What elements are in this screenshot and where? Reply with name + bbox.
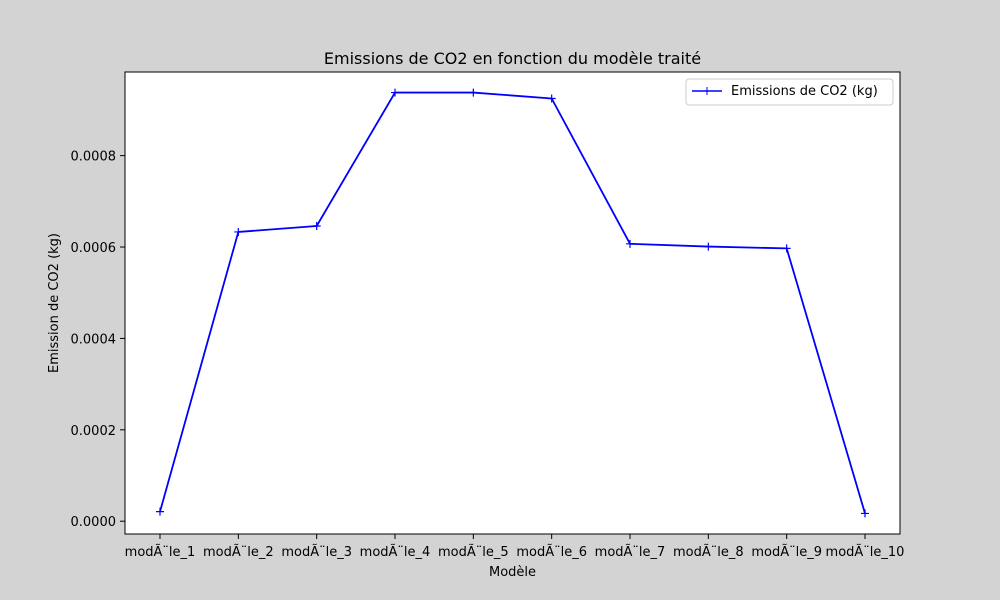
series-layer bbox=[156, 88, 869, 518]
legend-marker-plus bbox=[703, 87, 711, 95]
x-tick-label: modÃ¨le_3 bbox=[281, 544, 352, 560]
y-tick-label: 0.0000 bbox=[71, 515, 117, 530]
chart-title: Emissions de CO2 en fonction du modèle t… bbox=[324, 49, 701, 68]
x-tick-label: modÃ¨le_6 bbox=[516, 544, 587, 560]
series-line bbox=[159, 91, 866, 514]
x-tick-label: modÃ¨le_9 bbox=[751, 544, 822, 560]
y-axis-label: Emission de CO2 (kg) bbox=[47, 233, 62, 373]
legend: Emissions de CO2 (kg) bbox=[685, 78, 894, 106]
data-point-marker bbox=[469, 88, 478, 97]
y-tick-label: 0.0004 bbox=[71, 332, 117, 347]
y-axis-ticks: 0.0000 0.0002 0.0004 0.0006 0.0008 bbox=[71, 150, 125, 530]
x-tick-label: modÃ¨le_4 bbox=[360, 544, 431, 560]
data-point-marker bbox=[782, 244, 791, 253]
data-point-marker bbox=[547, 94, 556, 103]
data-point-marker bbox=[704, 242, 713, 251]
x-tick-label: modÃ¨le_1 bbox=[125, 544, 196, 560]
x-axis-ticks: modÃ¨le_1 modÃ¨le_2 modÃ¨le_3 modÃ¨le_4 modÃ… bbox=[125, 534, 905, 560]
data-point-marker bbox=[234, 227, 243, 236]
data-point-marker bbox=[861, 509, 869, 518]
legend-label: Emissions de CO2 (kg) bbox=[731, 84, 878, 99]
y-tick-label: 0.0006 bbox=[71, 241, 117, 256]
data-point-marker bbox=[312, 222, 321, 230]
y-tick-label: 0.0008 bbox=[71, 150, 117, 165]
x-tick-label: modÃ¨le_2 bbox=[203, 544, 274, 560]
x-tick-label: modÃ¨le_10 bbox=[826, 544, 905, 560]
data-point-marker bbox=[626, 239, 634, 248]
y-tick-label: 0.0002 bbox=[71, 424, 117, 439]
data-point-marker bbox=[391, 88, 399, 97]
x-axis-label: Modèle bbox=[489, 565, 536, 580]
x-tick-label: modÃ¨le_8 bbox=[673, 544, 744, 560]
x-tick-label: modÃ¨le_7 bbox=[595, 544, 666, 560]
plot-area bbox=[124, 71, 901, 535]
x-tick-label: modÃ¨le_5 bbox=[438, 544, 509, 560]
legend-box bbox=[685, 78, 894, 106]
data-point-marker bbox=[156, 507, 164, 516]
